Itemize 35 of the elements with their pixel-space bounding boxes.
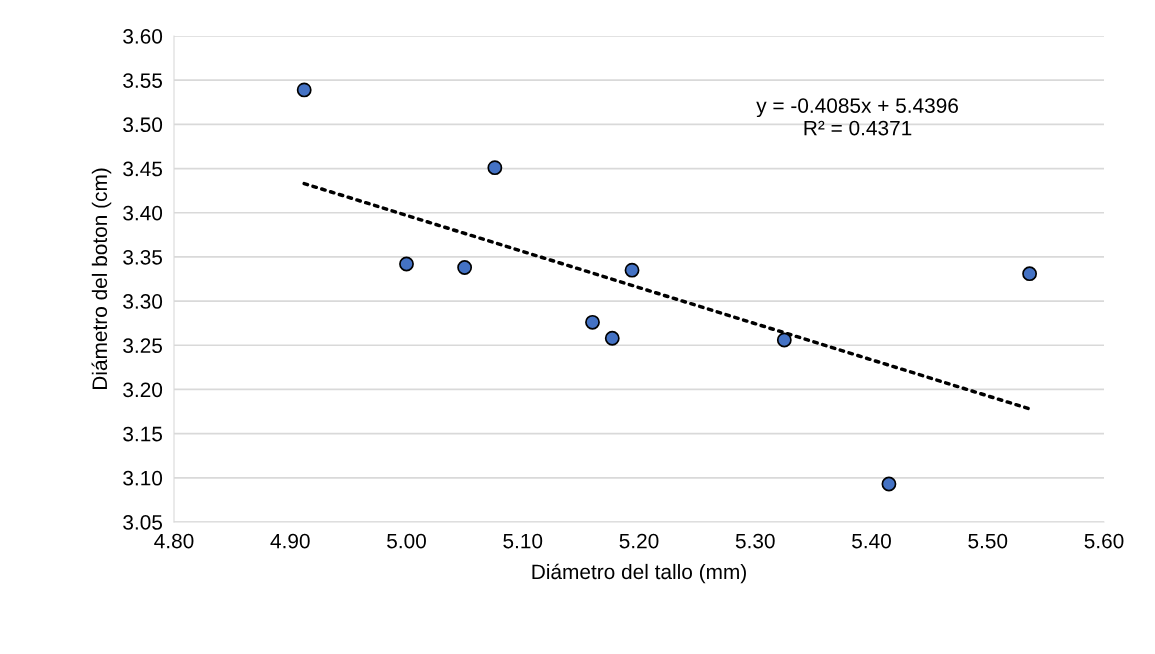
y-tick-label: 3.30: [123, 294, 163, 309]
point: [399, 256, 414, 272]
x-tick-label: 5.00: [387, 533, 426, 549]
x-tick-label: 5.40: [852, 533, 891, 549]
y-tick-label: 3.20: [123, 382, 163, 398]
y-tick-label: 3.35: [123, 249, 163, 265]
point: [585, 314, 600, 330]
point: [457, 260, 473, 275]
x-tick-label: 4.80: [154, 533, 194, 549]
y-tick-label: 3.60: [123, 29, 163, 44]
y-tick-label: 3.45: [123, 161, 163, 177]
y-tick-label: 3.55: [123, 73, 163, 88]
point: [881, 476, 897, 492]
x-tick-label: 5.10: [503, 533, 543, 549]
y-axis-title: Diámetro del boton (cm): [91, 168, 112, 390]
point: [776, 332, 792, 348]
y-tick-label: 3.05: [123, 515, 163, 530]
y-tick-label: 3.25: [123, 338, 163, 354]
annotation: R² = 0.4371: [804, 120, 912, 136]
point: [624, 262, 640, 278]
point: [604, 330, 620, 346]
x-tick-label: 5.50: [968, 533, 1008, 549]
point: [1022, 266, 1038, 282]
y-tick-label: 3.40: [123, 205, 163, 221]
x-tick-label: 4.90: [270, 533, 310, 549]
x-tick-label: 5.60: [1084, 533, 1124, 549]
x-tick-label: 5.20: [619, 533, 659, 549]
point: [296, 82, 312, 98]
x-axis-title: Diámetro del tallo (mm): [532, 563, 746, 584]
annotation: y = -0.4085x + 5.4396: [756, 98, 958, 118]
y-tick-label: 3.50: [123, 117, 163, 133]
y-tick-label: 3.15: [123, 426, 163, 442]
y-tick-label: 3.10: [123, 470, 163, 486]
x-tick-label: 5.30: [735, 533, 775, 549]
point: [487, 160, 503, 176]
